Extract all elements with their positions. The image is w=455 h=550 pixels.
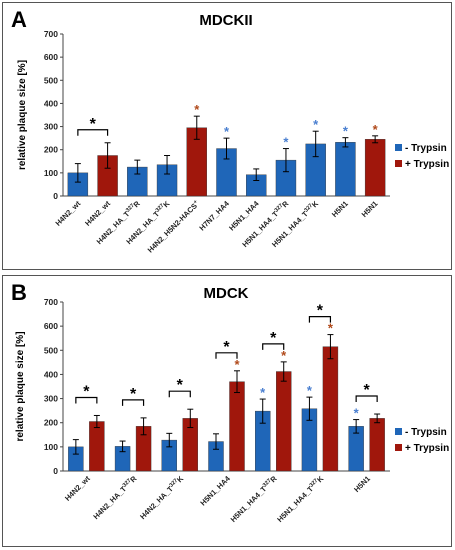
legend-swatch	[395, 428, 402, 435]
legend-swatch	[395, 444, 402, 451]
significance-star: *	[364, 382, 371, 399]
y-tick-label: 400	[44, 98, 58, 108]
y-tick-label: 0	[53, 191, 58, 201]
x-tick-label: H5N1_HA4_T327K	[275, 474, 325, 524]
panel-letter: B	[11, 280, 27, 305]
significance-star: *	[194, 102, 200, 117]
x-tick-label: H5N1	[330, 199, 350, 219]
significance-star: *	[90, 116, 97, 133]
y-tick-label: 700	[44, 29, 58, 39]
significance-star: *	[270, 330, 277, 347]
y-axis-title: relative plaque size [%]	[15, 331, 26, 441]
y-tick-label: 500	[44, 75, 58, 85]
significance-bracket	[75, 396, 98, 404]
significance-star: *	[130, 386, 137, 403]
significance-bracket	[77, 129, 109, 136]
x-tick-label: H5N1	[360, 199, 380, 219]
bar	[369, 418, 385, 472]
legend-label: + Trypsin	[405, 159, 449, 170]
bar	[322, 346, 339, 472]
y-tick-label: 600	[44, 321, 58, 331]
significance-star: *	[283, 135, 289, 150]
chart-mdck: B MDCK relative plaque size [%] 0 100 200 300 4…	[11, 280, 449, 524]
bar	[364, 139, 386, 197]
significance-star: *	[343, 124, 349, 139]
y-tick-label: 400	[44, 369, 58, 379]
significance-bracket	[215, 352, 238, 359]
y-tick-label: 600	[44, 52, 58, 62]
significance-star: *	[328, 321, 334, 336]
x-tick-label: H7N7_HA4	[197, 198, 231, 232]
legend-label: - Trypsin	[405, 427, 447, 438]
legend-label: - Trypsin	[405, 143, 447, 154]
significance-bracket	[168, 390, 191, 398]
bar	[276, 371, 292, 472]
panel-b: B MDCK relative plaque size [%] 0 100 200 300 4…	[2, 275, 452, 547]
significance-star: *	[234, 357, 240, 372]
chart-title: MDCK	[204, 285, 249, 302]
chart-mdckii: A MDCKII relative plaque size [%] 0 100 200 30…	[11, 7, 449, 255]
legend-swatch	[395, 160, 402, 167]
significance-star: *	[313, 117, 319, 132]
significance-star: *	[354, 406, 360, 421]
panel-letter: A	[11, 7, 27, 32]
y-tick-label: 300	[44, 122, 58, 132]
legend-swatch	[395, 144, 402, 151]
x-tick-label: H4N2_HA_T327K	[138, 474, 185, 521]
x-tick-label: H4N2_wt	[83, 199, 112, 228]
significance-star: *	[317, 303, 324, 320]
x-tick-label: H4N2_wt	[54, 199, 83, 228]
significance-star: *	[83, 383, 90, 400]
bar	[335, 142, 356, 197]
x-tick-label: H4N2_HA_T327R	[91, 474, 138, 521]
y-axis-title: relative plaque size [%]	[17, 60, 28, 170]
y-tick-label: 300	[44, 394, 58, 404]
y-tick-label: 100	[44, 168, 58, 178]
significance-star: *	[223, 339, 230, 356]
significance-bracket	[308, 315, 332, 323]
bar	[229, 381, 245, 472]
y-tick-label: 100	[44, 442, 58, 452]
y-tick-label: 700	[44, 297, 58, 307]
significance-star: *	[281, 348, 287, 363]
significance-star: *	[224, 124, 230, 139]
y-tick-label: 200	[44, 145, 58, 155]
x-tick-label: H5N1_HA4	[198, 473, 232, 507]
panel-a: A MDCKII relative plaque size [%] 0 100 200 30…	[2, 2, 452, 270]
y-tick-label: 500	[44, 345, 58, 355]
significance-star: *	[177, 377, 184, 394]
chart-title: MDCKII	[199, 12, 252, 29]
significance-bracket	[262, 343, 285, 350]
y-tick-label: 0	[53, 466, 58, 476]
significance-bracket	[121, 399, 145, 406]
significance-star: *	[260, 385, 266, 400]
bar	[89, 421, 105, 472]
significance-star: *	[373, 122, 379, 137]
x-tick-label: H5N1	[352, 474, 372, 494]
legend-label: + Trypsin	[405, 443, 449, 454]
y-tick-label: 200	[44, 418, 58, 428]
x-tick-label: H4N2_H5N2-HACS+	[146, 199, 202, 255]
x-tick-label: H4N2_wt	[63, 474, 92, 503]
x-tick-label: H5N1_HA4_T327R	[229, 474, 279, 524]
significance-star: *	[307, 383, 313, 398]
significance-bracket	[355, 395, 378, 403]
